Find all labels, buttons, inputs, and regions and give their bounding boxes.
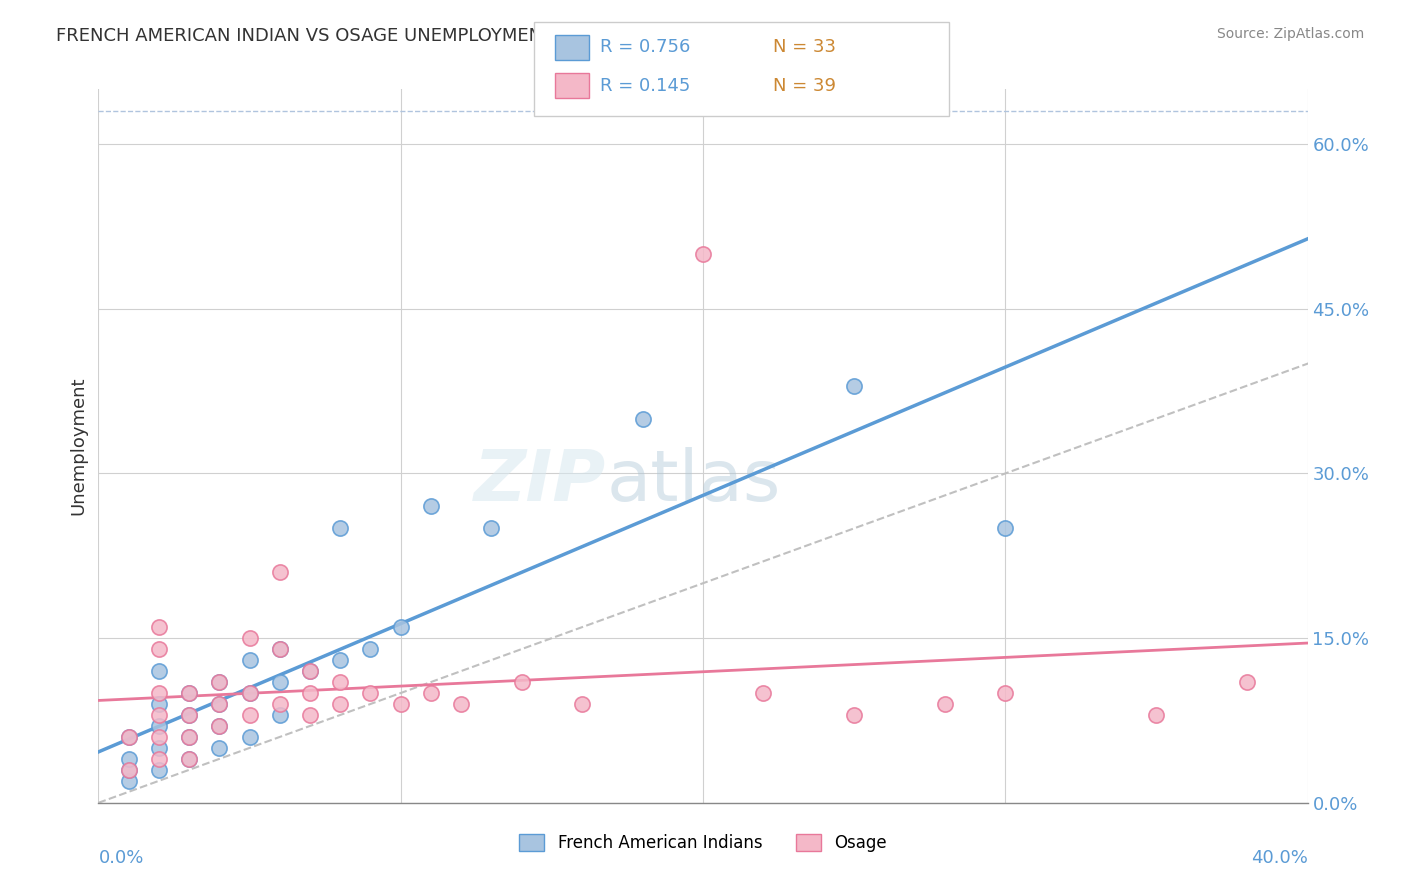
Point <box>360 642 382 657</box>
Point <box>179 730 201 744</box>
Point <box>844 708 866 723</box>
Point <box>179 686 201 700</box>
Point <box>631 411 654 425</box>
Point <box>299 664 322 678</box>
Point <box>481 521 503 535</box>
Point <box>148 719 170 733</box>
Point <box>208 719 231 733</box>
Point <box>692 247 714 261</box>
Point <box>148 620 170 634</box>
Point <box>1236 675 1258 690</box>
Point <box>239 686 262 700</box>
Point <box>148 686 170 700</box>
Text: R = 0.756: R = 0.756 <box>600 38 690 56</box>
Point <box>269 642 291 657</box>
Point <box>118 773 141 788</box>
Point <box>148 752 170 766</box>
Point <box>239 708 262 723</box>
Point <box>118 730 141 744</box>
Point <box>179 752 201 766</box>
Point <box>179 752 201 766</box>
Point <box>269 675 291 690</box>
Point <box>208 675 231 690</box>
Point <box>208 697 231 711</box>
Point <box>299 708 322 723</box>
Point <box>148 664 170 678</box>
Legend: French American Indians, Osage: French American Indians, Osage <box>513 827 893 859</box>
Point <box>934 697 956 711</box>
Point <box>208 675 231 690</box>
Point <box>329 521 352 535</box>
Point <box>148 740 170 755</box>
Text: Source: ZipAtlas.com: Source: ZipAtlas.com <box>1216 27 1364 41</box>
Point <box>148 708 170 723</box>
Point <box>752 686 775 700</box>
Text: N = 33: N = 33 <box>773 38 837 56</box>
Point <box>269 566 291 580</box>
Point <box>148 642 170 657</box>
Point <box>239 730 262 744</box>
Point <box>118 763 141 777</box>
Point <box>208 697 231 711</box>
Point <box>360 686 382 700</box>
Point <box>420 686 443 700</box>
Text: 0.0%: 0.0% <box>98 849 143 867</box>
Point <box>208 740 231 755</box>
Point <box>148 763 170 777</box>
Point <box>179 730 201 744</box>
Point <box>179 708 201 723</box>
Point <box>329 675 352 690</box>
Point <box>450 697 472 711</box>
Point <box>118 730 141 744</box>
Point <box>118 763 141 777</box>
Point <box>148 697 170 711</box>
Point <box>389 620 412 634</box>
Point <box>994 686 1017 700</box>
Point <box>239 686 262 700</box>
Point <box>239 653 262 667</box>
Point <box>510 675 533 690</box>
Point <box>179 708 201 723</box>
Text: N = 39: N = 39 <box>773 77 837 95</box>
Point <box>420 500 443 514</box>
Text: FRENCH AMERICAN INDIAN VS OSAGE UNEMPLOYMENT CORRELATION CHART: FRENCH AMERICAN INDIAN VS OSAGE UNEMPLOY… <box>56 27 754 45</box>
Point <box>208 719 231 733</box>
Point <box>994 521 1017 535</box>
Point <box>329 697 352 711</box>
Point <box>148 730 170 744</box>
Text: ZIP: ZIP <box>474 447 606 516</box>
Point <box>571 697 593 711</box>
Point <box>269 708 291 723</box>
Point <box>299 686 322 700</box>
Point <box>1144 708 1167 723</box>
Point <box>329 653 352 667</box>
Point <box>269 697 291 711</box>
Point <box>179 686 201 700</box>
Point <box>118 752 141 766</box>
Point <box>269 642 291 657</box>
Text: 40.0%: 40.0% <box>1251 849 1308 867</box>
Point <box>239 631 262 645</box>
Y-axis label: Unemployment: Unemployment <box>69 376 87 516</box>
Point <box>299 664 322 678</box>
Text: R = 0.145: R = 0.145 <box>600 77 690 95</box>
Point <box>844 378 866 392</box>
Text: atlas: atlas <box>606 447 780 516</box>
Point <box>389 697 412 711</box>
